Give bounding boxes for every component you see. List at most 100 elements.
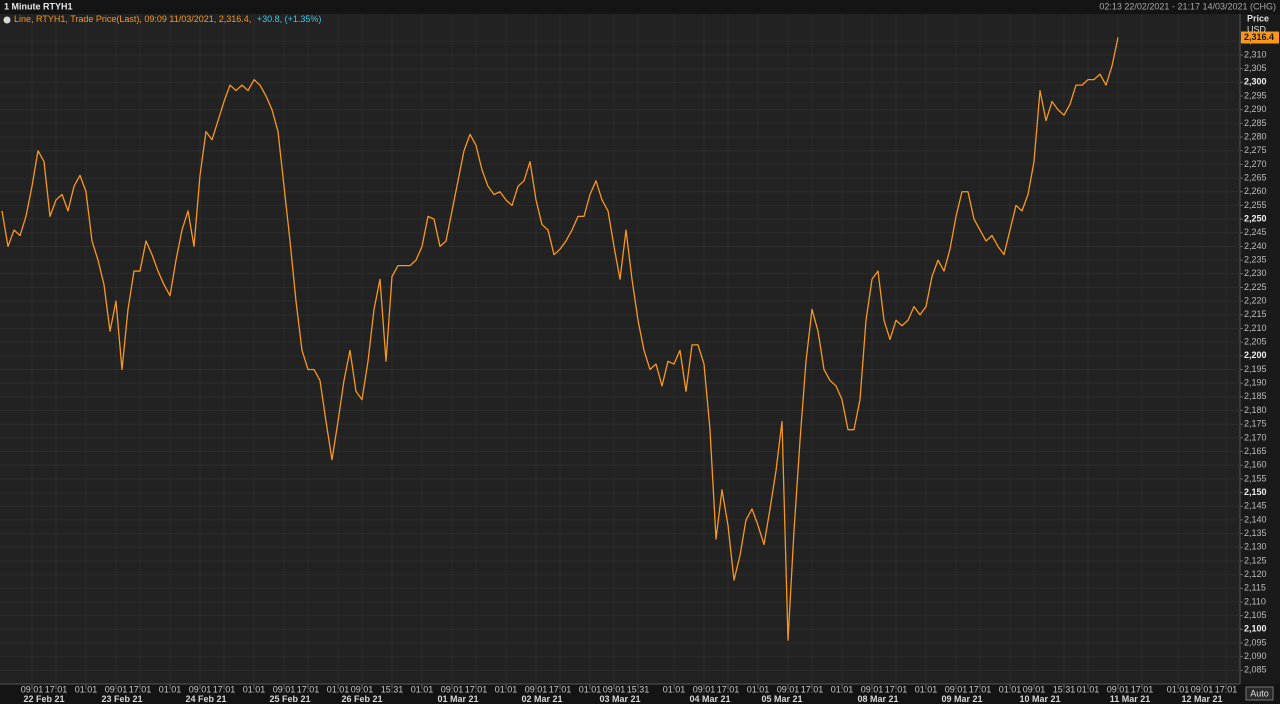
x-tick-label: 09:01 [1023,684,1046,694]
y-tick-label: 2,110 [1244,596,1266,606]
x-date-label: 03 Mar 21 [599,694,640,704]
x-tick-label: 17:01 [465,684,488,694]
y-tick-label: 2,150 [1244,487,1267,497]
x-tick-label: 09:01 [777,684,800,694]
marks [1,37,1119,641]
auto-label[interactable]: Auto [1250,688,1269,698]
y-tick-label: 2,145 [1244,501,1267,511]
x-tick-label: 09:01 [693,684,716,694]
x-date-label: 24 Feb 21 [185,694,226,704]
x-tick-label: 17:01 [45,684,68,694]
x-date-label: 22 Feb 21 [23,694,64,704]
x-tick-label: 01:01 [663,684,686,694]
x-tick-label: 09:01 [441,684,464,694]
y-tick-label: 2,170 [1244,432,1267,442]
y-tick-label: 2,125 [1244,555,1267,565]
y-tick-label: 2,090 [1244,651,1267,661]
y-tick-label: 2,115 [1244,583,1266,593]
x-tick-label: 17:01 [969,684,992,694]
y-axis-unit: USD [1247,24,1267,34]
last-value-label: 2,316.4 [1244,32,1274,42]
y-tick-label: 2,230 [1244,268,1267,278]
y-tick-label: 2,095 [1244,637,1267,647]
y-axis-title: Price [1247,13,1269,23]
x-tick-label: 17:01 [717,684,740,694]
x-date-label: 12 Mar 21 [1181,694,1222,704]
auto-button[interactable] [1245,686,1274,701]
y-tick-label: 2,120 [1244,569,1267,579]
y-tick-label: 2,105 [1244,610,1267,620]
x-tick-label: 15:31 [381,684,404,694]
y-tick-label: 2,290 [1244,104,1267,114]
x-tick-label: 17:01 [549,684,572,694]
x-date-label: 09 Mar 21 [941,694,982,704]
y-tick-label: 2,255 [1244,200,1267,210]
x-tick-label: 09:01 [189,684,212,694]
y-tick-label: 2,195 [1244,364,1267,374]
y-tick-label: 2,210 [1244,323,1267,333]
y-tick-label: 2,190 [1244,378,1267,388]
y-tick-label: 2,100 [1244,624,1267,634]
y-tick-label: 2,270 [1244,159,1267,169]
y-tick-label: 2,185 [1244,391,1267,401]
x-tick-label: 01:01 [1167,684,1190,694]
y-tick-label: 2,180 [1244,405,1267,415]
y-tick-label: 2,220 [1244,296,1267,306]
y-tick-label: 2,305 [1244,63,1267,73]
y-tick-label: 2,275 [1244,145,1267,155]
grid [0,14,1240,684]
last-value-box [1241,31,1279,44]
y-tick-label: 2,280 [1244,131,1267,141]
y-axis-area [1240,14,1280,684]
y-tick-label: 2,300 [1244,77,1267,87]
y-tick-label: 2,140 [1244,514,1267,524]
y-tick-label: 2,205 [1244,337,1267,347]
x-tick-label: 09:01 [21,684,44,694]
legend: Line, RTYH1, Trade Price(Last), 09:09 11… [14,14,321,24]
x-date-label: 05 Mar 21 [761,694,802,704]
x-date-label: 01 Mar 21 [437,694,478,704]
y-tick-label: 2,085 [1244,665,1267,675]
x-tick-label: 01:01 [915,684,938,694]
x-tick-label: 17:01 [297,684,320,694]
y-tick-label: 2,240 [1244,241,1267,251]
y-tick-label: 2,225 [1244,282,1267,292]
y-tick-label: 2,260 [1244,186,1267,196]
x-tick-label: 01:01 [495,684,518,694]
legend-main: Line, RTYH1, Trade Price(Last), 09:09 11… [14,14,251,24]
x-tick-label: 01:01 [327,684,350,694]
x-tick-label: 09:01 [861,684,884,694]
legend-change: +30.8, (+1.35%) [257,14,322,24]
plot-area [0,14,1240,684]
x-tick-label: 17:01 [1215,684,1238,694]
x-tick-label: 01:01 [75,684,98,694]
x-tick-label: 09:01 [945,684,968,694]
x-tick-label: 15:31 [1053,684,1076,694]
x-tick-label: 17:01 [885,684,908,694]
x-tick-label: 09:01 [525,684,548,694]
x-tick-label: 17:01 [1131,684,1154,694]
x-tick-label: 09:01 [603,684,626,694]
y-tick-label: 2,285 [1244,118,1267,128]
x-date-label: 11 Mar 21 [1110,694,1151,704]
x-tick-label: 15:31 [627,684,650,694]
x-date-label: 10 Mar 21 [1019,694,1060,704]
x-tick-label: 01:01 [159,684,182,694]
y-tick-label: 2,265 [1244,172,1267,182]
range-label: 02:13 22/02/2021 - 21:17 14/03/2021 (CHG… [1099,1,1276,11]
x-date-label: 08 Mar 21 [857,694,898,704]
x-tick-label: 09:01 [1107,684,1130,694]
x-date-label: 02 Mar 21 [521,694,562,704]
y-tick-label: 2,310 [1244,49,1267,59]
y-tick-label: 2,200 [1244,350,1267,360]
y-tick-label: 2,215 [1244,309,1267,319]
y-tick-label: 2,130 [1244,542,1267,552]
x-tick-label: 09:01 [273,684,296,694]
legend-icon[interactable] [3,16,11,24]
x-date-label: 04 Mar 21 [689,694,730,704]
price-line [1,37,1119,641]
x-date-label: 26 Feb 21 [341,694,382,704]
x-tick-label: 01:01 [243,684,266,694]
